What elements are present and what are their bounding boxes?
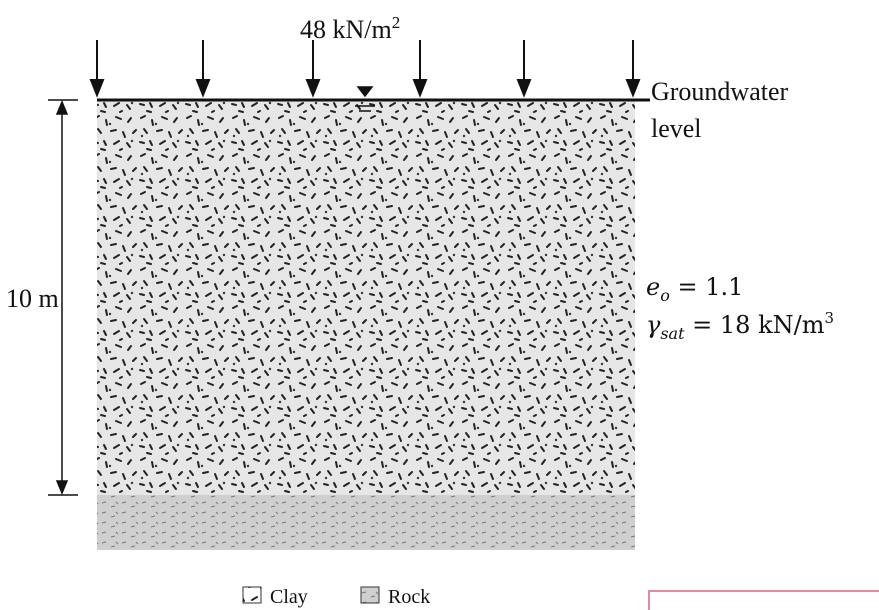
subscript: sat <box>660 324 685 343</box>
load-superscript: 2 <box>392 13 401 32</box>
subscript: o <box>660 286 670 305</box>
value: = 1.1 <box>670 273 744 301</box>
symbol: e <box>646 273 660 301</box>
load-text: 48 kN/m <box>300 15 392 44</box>
value: = 18 kN/m <box>685 311 825 339</box>
water-label: level <box>651 114 702 143</box>
water-table-symbol <box>355 86 375 112</box>
clay-legend-icon <box>242 586 262 604</box>
clay-texture <box>97 100 635 495</box>
void-ratio: eo = 1.1 <box>646 273 743 305</box>
load-arrows <box>89 40 641 98</box>
depth-label: 10 m <box>6 284 59 313</box>
superscript: 3 <box>824 309 834 327</box>
water-label: Groundwater <box>651 77 789 106</box>
unit-weight: γsat = 18 kN/m3 <box>646 309 834 343</box>
rock-layer <box>97 495 635 550</box>
legend-label: Clay <box>270 586 308 608</box>
legend-label: Rock <box>388 586 430 608</box>
rock-legend-icon <box>360 586 380 604</box>
load-label: 48 kN/m2 <box>300 13 400 44</box>
depth-dimension <box>48 99 78 496</box>
page-edge <box>648 590 879 610</box>
symbol: γ <box>646 311 661 339</box>
